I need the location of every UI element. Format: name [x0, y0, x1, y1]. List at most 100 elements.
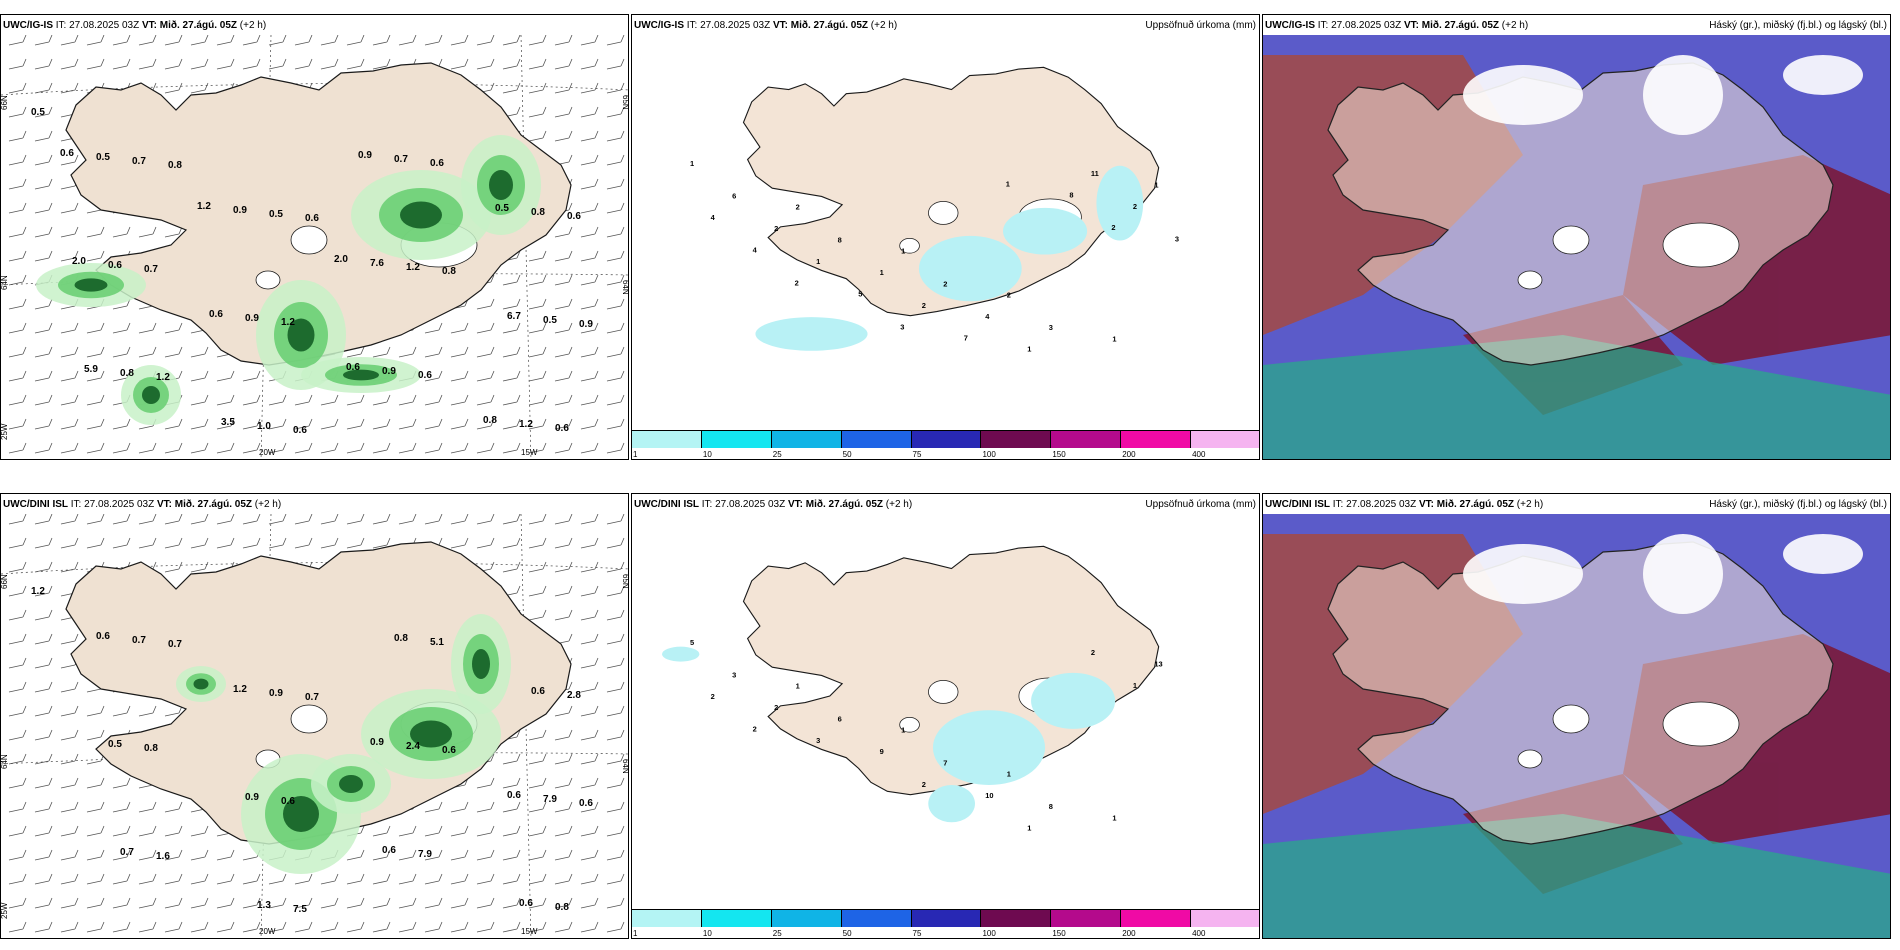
precip-value-label: 0.8 [168, 160, 182, 171]
precip-value-label: 0.6 [442, 745, 456, 756]
accum-areas [662, 646, 1116, 823]
precip-value-label: 0.7 [144, 264, 158, 275]
accum-value-label: 6 [838, 714, 842, 723]
clear-sky-patches [1463, 55, 1863, 135]
precip-value-label: 0.6 [418, 370, 432, 381]
accum-value-label: 2 [796, 203, 800, 212]
colorbar-segment [1191, 910, 1259, 927]
precip-wind-map: 1.2 0.7 0.7 0.6 0.6 1.6 7.5 5.1 2.8 0.8 0.6 7.9 0.8 0… [1, 514, 629, 938]
precip-value-label: 0.6 [579, 798, 593, 809]
accum-value-label: 5 [690, 638, 694, 647]
accum-value-label: 2 [922, 780, 926, 789]
colorbar-segment [701, 910, 772, 927]
precip-wind-map: 0.5 0.8 0.6 0.8 0.9 1.2 0.6 0.6 0.6 0.7 1.2 0.6 0.6 0… [1, 35, 629, 459]
panel-title: UWC/DINI ISL IT: 27.08.2025 03Z VT: Mið.… [634, 499, 913, 510]
accum-value-label: 1 [901, 726, 905, 735]
colorbar-label: 25 [772, 929, 782, 938]
accum-value-label: 7 [943, 758, 947, 767]
precip-value-label: 0.5 [31, 107, 45, 118]
accum-value-label: 8 [838, 235, 842, 244]
panel-row1-precip-wind: UWC/IG-IS IT: 27.08.2025 03Z VT: Mið. 27… [0, 14, 629, 460]
precip-value-label: 1.2 [281, 317, 295, 328]
precip-value-label: 0.9 [233, 205, 247, 216]
colorbar-segment [911, 431, 982, 448]
colorbar-segment [841, 910, 912, 927]
precip-value-label: 1.2 [31, 586, 45, 597]
accum-value-label: 1 [1154, 180, 1158, 189]
precip-value-label: 0.8 [531, 207, 545, 218]
precip-value-label: 6.7 [507, 311, 521, 322]
accum-areas [755, 165, 1144, 351]
lat-label-right: 65N [621, 574, 629, 589]
colorbar-segment [771, 431, 842, 448]
accum-value-label: 2 [943, 279, 947, 288]
precip-value-label: 0.6 [430, 158, 444, 169]
lat-label-right: 64N [621, 280, 629, 295]
colorbar-segment [1051, 431, 1122, 448]
colorbar-segment [1121, 431, 1192, 448]
accum-value-label: 5 [858, 290, 862, 299]
colorbar-segment [1051, 910, 1122, 927]
lat-label: 25W [1, 423, 9, 440]
precip-values: 0.5 0.8 0.6 0.8 0.9 1.2 0.6 0.6 0.6 0.7 1.2 0.6 0.6 0… [31, 107, 593, 436]
precip-value-label: 7.9 [418, 849, 432, 860]
precip-value-label: 0.9 [245, 792, 259, 803]
precip-value-label: 5.1 [430, 637, 444, 648]
panel-row2-accum: UWC/DINI ISL IT: 27.08.2025 03Z VT: Mið.… [631, 493, 1260, 939]
accum-value-label: 3 [1049, 323, 1053, 332]
precip-value-label: 1.0 [257, 421, 271, 432]
panel-title: UWC/IG-IS IT: 27.08.2025 03Z VT: Mið. 27… [634, 20, 898, 31]
precip-value-label: 1.2 [156, 372, 170, 383]
precip-value-label: 1.6 [156, 851, 170, 862]
precip-value-label: 0.7 [132, 635, 146, 646]
colorbar-label: 100 [982, 450, 996, 459]
accum-value-label: 2 [711, 692, 715, 701]
precip-value-label: 1.2 [519, 419, 533, 430]
precip-value-label: 0.9 [358, 150, 372, 161]
colorbar-segment [911, 910, 982, 927]
colorbar-label: 10 [702, 929, 712, 938]
precip-value-label: 0.6 [567, 211, 581, 222]
colorbar-label: 50 [842, 450, 852, 459]
precip-value-label: 2.4 [406, 741, 420, 752]
colorbar-segment [981, 431, 1052, 448]
colorbar-label: 50 [842, 929, 852, 938]
lat-label: 66N [1, 574, 9, 589]
axis-labels: 66N 64N 25W 20W 15W 65N 64N [1, 95, 629, 457]
precip-areas [36, 135, 541, 425]
lon-label: 20W [259, 448, 276, 457]
accum-value-label: 1 [1133, 681, 1137, 690]
accum-value-label: 1 [1007, 770, 1011, 779]
colorbar-label: 150 [1052, 929, 1066, 938]
precip-value-label: 0.6 [209, 309, 223, 320]
accum-value-label: 1 [1027, 345, 1031, 354]
precip-areas [176, 614, 511, 874]
accum-value-label: 2 [1133, 202, 1137, 211]
accum-value-label: 9 [880, 747, 884, 756]
panel-row2-precip-wind: UWC/DINI ISL IT: 27.08.2025 03Z VT: Mið.… [0, 493, 629, 939]
accum-value-label: 2 [774, 224, 778, 233]
precip-value-label: 0.7 [120, 847, 134, 858]
panel-subtitle: Háský (gr.), miðský (fj.bl.) og lágský (… [1709, 499, 1887, 510]
accum-value-label: 6 [732, 191, 736, 200]
precip-value-label: 0.5 [495, 203, 509, 214]
accum-value-label: 3 [1175, 234, 1179, 243]
precip-value-label: 1.2 [233, 684, 247, 695]
accum-value-label: 8 [1049, 802, 1053, 811]
precip-value-label: 0.7 [394, 154, 408, 165]
precip-value-label: 0.5 [96, 152, 110, 163]
colorbar-label: 100 [982, 929, 996, 938]
colorbar-label: 400 [1192, 929, 1206, 938]
lon-label: 15W [521, 448, 538, 457]
precip-value-label: 0.9 [370, 737, 384, 748]
cloud-cover-map [1263, 514, 1890, 938]
lat-label: 64N [1, 754, 9, 769]
colorbar-label: 25 [772, 450, 782, 459]
precip-value-label: 0.8 [555, 902, 569, 913]
colorbar-segment [1121, 910, 1192, 927]
panel-subtitle: Uppsöfnuð úrkoma (mm) [1145, 20, 1256, 31]
precip-value-label: 0.9 [269, 688, 283, 699]
precip-value-label: 2.0 [334, 254, 348, 265]
precip-value-label: 0.9 [245, 313, 259, 324]
